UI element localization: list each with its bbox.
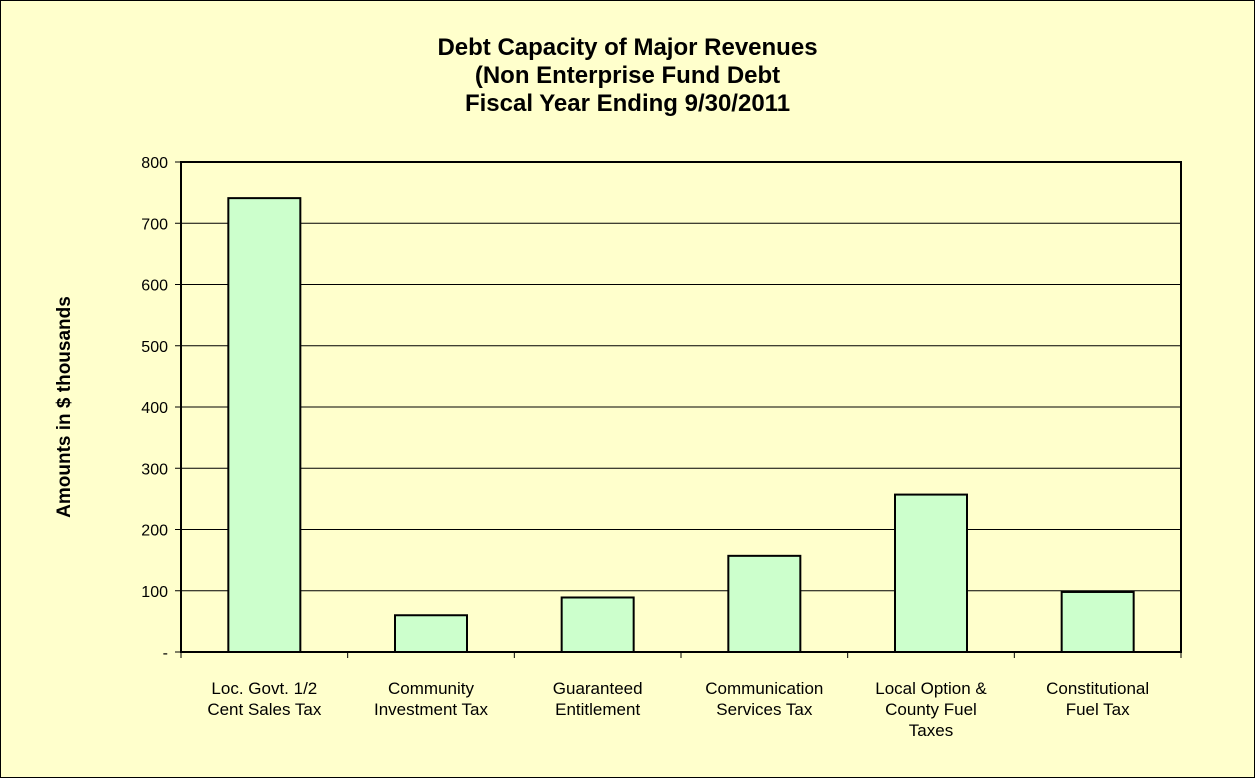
y-tick-labels: - 100 200 300 400 500 600 700 800 <box>141 155 168 662</box>
bar <box>727 554 802 654</box>
y-tick-label: 500 <box>141 339 168 356</box>
x-tick-label: Community Investment Tax <box>374 679 489 719</box>
x-tick-label: Local Option & County Fuel Taxes <box>875 679 987 740</box>
bar <box>227 197 302 653</box>
axes <box>175 161 1182 658</box>
x-tick-label: Loc. Govt. 1/2 Cent Sales Tax <box>207 679 322 719</box>
x-tick-labels: Loc. Govt. 1/2 Cent Sales Tax Community Inv… <box>207 679 1149 740</box>
chart-title: Debt Capacity of Major Revenues (Non Ent… <box>0 34 1255 118</box>
chart-title-line-1: Debt Capacity of Major Revenues <box>437 34 818 61</box>
x-tick-label: Communication Services Tax <box>705 679 823 719</box>
y-tick-label: 300 <box>141 461 168 478</box>
gridlines <box>181 161 1181 652</box>
y-tick-label: 600 <box>141 278 168 295</box>
chart-title-line-2: (Non Enterprise Fund Debt <box>474 62 781 89</box>
x-tick-label: Constitutional Fuel Tax <box>1046 679 1149 719</box>
y-tick-label: 700 <box>141 216 168 233</box>
y-tick-label: - <box>163 645 168 662</box>
bars <box>227 197 1135 654</box>
bar <box>894 493 968 653</box>
bar <box>560 596 635 653</box>
y-tick-label: 400 <box>141 400 168 417</box>
x-tick-label: Guaranteed Entitlement <box>553 679 643 719</box>
y-tick-label: 800 <box>141 155 168 172</box>
bar <box>394 614 468 653</box>
y-tick-label: 200 <box>141 523 168 540</box>
bar <box>1060 590 1135 653</box>
y-axis-label: Amounts in $ thousands <box>54 296 75 518</box>
y-tick-label: 100 <box>141 584 168 601</box>
chart-title-line-3: Fiscal Year Ending 9/30/2011 <box>464 90 791 117</box>
